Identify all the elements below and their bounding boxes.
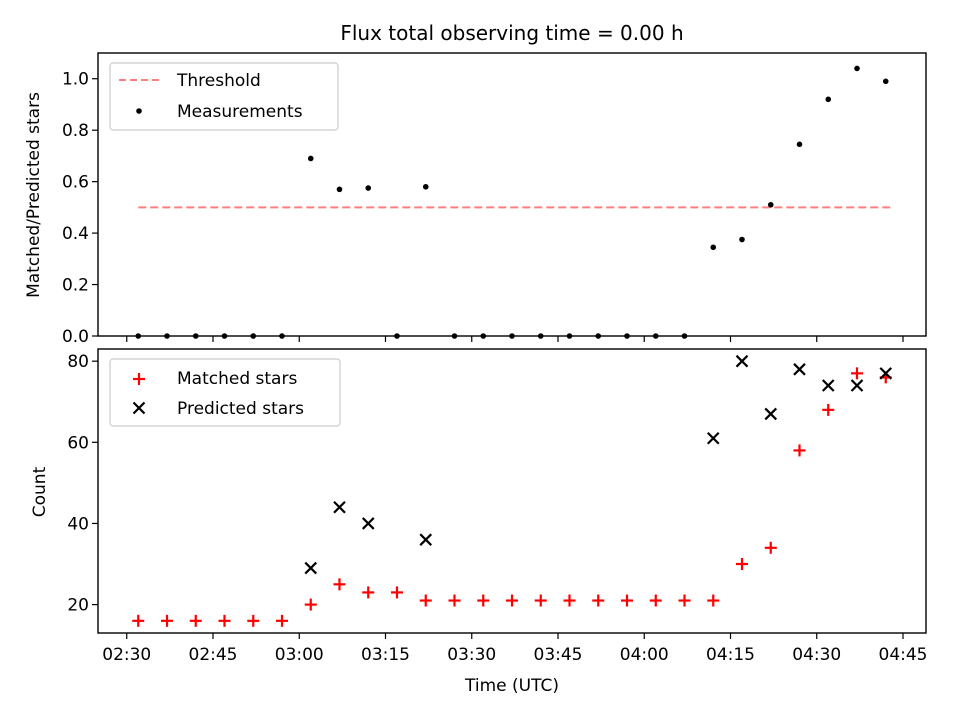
matched-star-point (419, 594, 432, 607)
matched-star-point (707, 594, 720, 607)
matched-star-point (592, 594, 605, 607)
star-count-panel: 20 40 60 80 02:30 02:45 03:00 03:15 03:30 03:45 0… (30, 348, 928, 696)
predicted-star-point (793, 363, 806, 376)
matched-star-point (276, 614, 288, 627)
measurements-legend-swatch (136, 108, 142, 114)
x-tick-label: 03:00 (275, 645, 324, 665)
top-y-tick-label: 0.6 (62, 173, 89, 193)
predicted-star-point (419, 533, 433, 546)
measurement-point (307, 155, 314, 162)
x-tick-label: 02:30 (102, 645, 151, 665)
matched-star-point (218, 614, 231, 627)
measurement-point (767, 201, 774, 208)
matched-star-point (534, 594, 547, 607)
matched-star-point (851, 367, 863, 380)
chart-title: Flux total observing time = 0.00 h (340, 21, 683, 45)
matched-legend-swatch (133, 373, 145, 385)
top-legend: Threshold Measurements (109, 62, 339, 131)
predicted-legend-label: Predicted stars (177, 399, 304, 419)
top-y-tick-label: 0.2 (62, 276, 89, 296)
matched-star-point (822, 403, 835, 416)
predicted-star-point (879, 367, 893, 380)
top-y-axis-label: Matched/Predicted stars (24, 92, 44, 298)
measurement-point (365, 185, 372, 191)
bottom-y-tick-label: 40 (67, 514, 89, 534)
matched-star-point (304, 598, 317, 611)
x-axis-label: Time (UTC) (464, 676, 559, 696)
matched-star-point (649, 594, 662, 607)
bottom-axes-frame (97, 348, 927, 634)
top-y-tick-label: 0.4 (62, 224, 89, 244)
x-tick-label: 04:15 (706, 645, 755, 665)
x-tick-label: 02:45 (189, 645, 238, 665)
predicted-legend-swatch (132, 401, 146, 415)
measurement-point (796, 141, 803, 148)
matched-star-point (247, 614, 260, 627)
predicted-star-point (735, 354, 749, 368)
top-y-tick-label: 0.0 (62, 327, 89, 347)
predicted-star-point (304, 561, 318, 575)
top-y-tick-label: 1.0 (62, 70, 89, 90)
top-legend-box (109, 62, 339, 131)
predicted-star-point (333, 500, 346, 514)
x-tick-label: 03:30 (447, 645, 496, 665)
bottom-y-axis-label: Count (30, 466, 50, 517)
matched-star-point (736, 558, 748, 571)
top-y-tick-label: 0.8 (62, 121, 89, 141)
top-axes-frame (97, 52, 927, 337)
bottom-y-tick-label: 80 (67, 352, 89, 372)
matched-legend-label: Matched stars (177, 369, 297, 389)
matched-star-point (448, 594, 461, 607)
measurement-point (739, 236, 745, 243)
predicted-star-point (361, 517, 375, 530)
matched-legend-marker (133, 373, 145, 385)
matched-star-point (391, 586, 403, 599)
matched-star-point (362, 586, 375, 599)
matched-star-point (333, 578, 346, 591)
measurement-point (710, 244, 717, 251)
x-tick-label: 03:15 (361, 645, 410, 665)
predicted-star-point (706, 431, 720, 445)
x-tick-label: 04:30 (792, 645, 841, 665)
matched-star-point (189, 614, 202, 627)
measurement-point (854, 65, 860, 72)
matched-star-point (678, 594, 691, 607)
bottom-y-tick-label: 60 (67, 433, 89, 453)
matched-star-point (132, 614, 145, 627)
matched-star-point (161, 614, 173, 627)
measurement-point (422, 183, 429, 190)
matched-star-point (506, 594, 518, 607)
predicted-star-point (764, 407, 778, 421)
threshold-legend-label: Threshold (176, 71, 261, 91)
matched-star-point (563, 594, 576, 607)
x-tick-label: 03:45 (534, 645, 583, 665)
measurements-legend-label: Measurements (177, 102, 303, 122)
bottom-y-tick-label: 20 (67, 596, 89, 616)
bottom-legend: Matched stars Predicted stars (109, 358, 341, 427)
predicted-star-point (821, 379, 835, 392)
measurement-point (336, 186, 343, 193)
measurement-point (882, 78, 889, 85)
measurement-point (825, 96, 832, 103)
predicted-star-point (850, 379, 864, 392)
x-tick-label: 04:00 (620, 645, 669, 665)
matched-star-point (793, 444, 806, 457)
predicted-legend-marker (132, 401, 146, 415)
flux-ratio-panel: Flux total observing time = 0.00 h 0.0 0.… (24, 21, 927, 347)
bottom-legend-box (109, 358, 341, 427)
matched-star-point (764, 541, 777, 554)
matched-star-point (621, 594, 633, 607)
x-tick-label: 04:45 (879, 645, 928, 665)
matched-star-point (477, 594, 490, 607)
